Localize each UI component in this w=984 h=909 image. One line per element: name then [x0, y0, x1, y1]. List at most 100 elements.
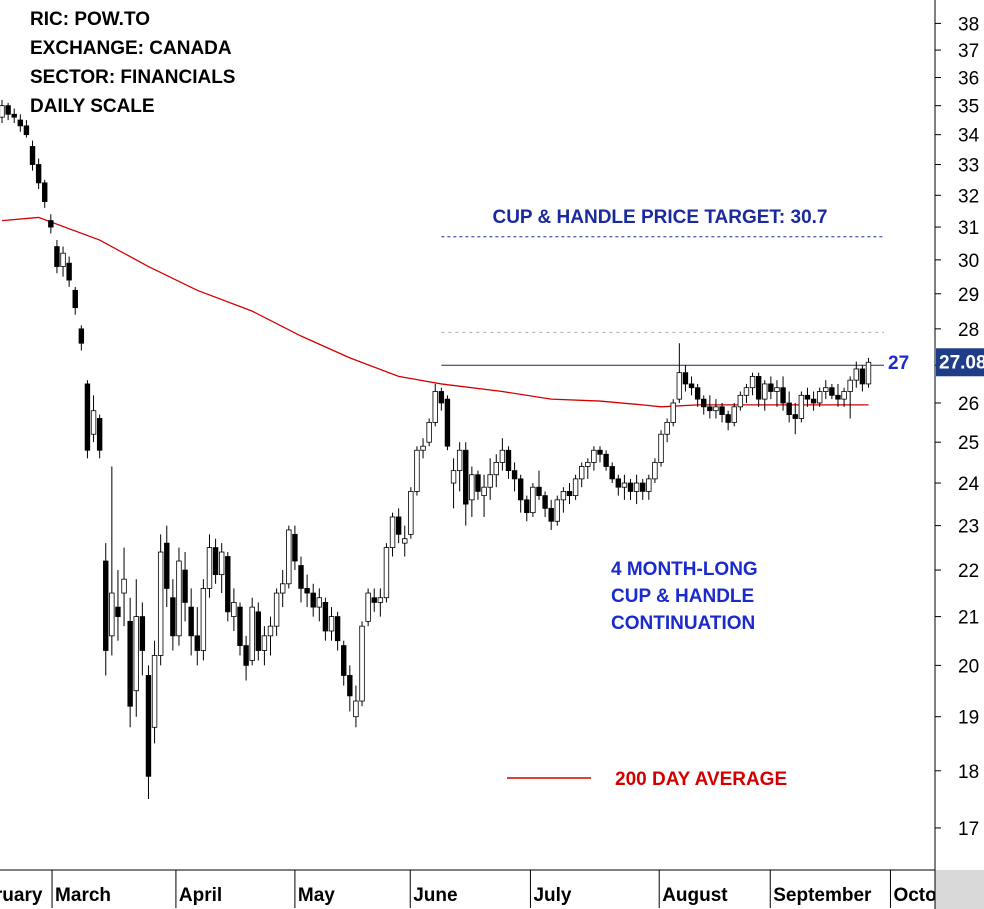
plot: February March April May June July August Septe…	[0, 99, 966, 908]
candle-body	[432, 391, 438, 423]
y-tick-label: 32	[958, 186, 979, 207]
candle-body	[353, 700, 359, 718]
annotation: 4 MONTH-LONG	[611, 559, 758, 580]
candle-body	[206, 547, 213, 589]
candle-body	[542, 495, 548, 509]
candle-body	[664, 421, 670, 435]
last-price-box	[936, 348, 984, 377]
candle-body	[554, 499, 560, 522]
corner	[935, 870, 984, 909]
candle-body	[768, 383, 774, 392]
candle-body	[743, 387, 750, 396]
candle-body	[5, 105, 11, 115]
legend-label: 200 DAY AVERAGE	[615, 769, 787, 790]
candle-body	[798, 394, 805, 419]
y-tick-label: 20	[958, 656, 979, 677]
candle-body	[487, 474, 493, 488]
candle-body	[304, 588, 310, 594]
candle-body	[456, 449, 463, 472]
x-tick-label: June	[413, 885, 457, 906]
level-label: 27	[888, 353, 909, 374]
y-tick-label: 21	[958, 608, 979, 629]
candle-body	[438, 391, 445, 404]
candle-body	[609, 466, 615, 480]
candle-body	[188, 606, 194, 637]
candle-body	[835, 394, 841, 400]
candle-body	[719, 406, 725, 415]
candle-body	[243, 645, 249, 666]
candle-body	[511, 470, 518, 480]
candle-body	[408, 491, 414, 535]
y-tick-label: 17	[958, 819, 979, 840]
candle-body	[548, 507, 554, 522]
candle-body	[402, 538, 408, 544]
y-tick-label: 33	[958, 156, 979, 177]
moving-average	[1, 216, 869, 408]
candle-body	[176, 560, 182, 637]
x-tick-label: March	[55, 885, 111, 906]
x-tick-label: August	[662, 885, 728, 906]
candle-body	[273, 592, 280, 627]
candle-body	[804, 394, 811, 400]
candle-body	[145, 675, 152, 777]
candle-body	[29, 146, 36, 165]
candle-body	[493, 462, 499, 476]
candle-body	[200, 588, 207, 651]
candle-body	[731, 406, 737, 423]
candle-body	[334, 616, 341, 642]
y-tick-label: 26	[958, 394, 979, 415]
candle-body	[292, 533, 298, 562]
candle-body	[133, 616, 139, 692]
candle-body	[225, 556, 231, 613]
y-tick-label: 36	[958, 69, 979, 90]
candle-body	[615, 478, 622, 488]
y-tick-label: 23	[958, 517, 979, 538]
candle-body	[585, 462, 591, 467]
y-tick-label: 34	[958, 126, 980, 147]
candle-body	[84, 383, 91, 451]
candle-body	[414, 449, 420, 492]
candle-body	[646, 478, 652, 492]
candle-body	[713, 406, 719, 412]
candle-body	[286, 529, 292, 585]
info-text: SECTOR: FINANCIALS	[30, 67, 235, 88]
candle-body	[341, 645, 347, 676]
candle-body	[298, 565, 304, 589]
candle-body	[725, 414, 731, 423]
candle-body	[755, 376, 762, 400]
candle-body	[841, 391, 847, 400]
candle-body	[810, 398, 817, 404]
candle-body	[23, 125, 30, 136]
target-label: CUP & HANDLE PRICE TARGET: 30.7	[492, 207, 827, 228]
candle-body	[652, 462, 658, 480]
candle-body	[164, 542, 170, 589]
last-price-label: 27.08	[939, 352, 984, 373]
candle-body	[72, 289, 78, 309]
y-tick-label: 18	[958, 762, 979, 783]
candle-body	[249, 606, 255, 661]
candle-body	[11, 113, 17, 118]
candle-body	[347, 675, 353, 697]
candle-body	[823, 387, 829, 392]
candle-body	[35, 164, 42, 184]
candle-body	[54, 246, 60, 267]
candle-body	[255, 611, 261, 651]
candle-body	[786, 402, 792, 415]
y-tick-label: 19	[958, 708, 979, 729]
y-tick-label: 37	[958, 41, 979, 62]
candle-body	[426, 421, 432, 443]
candle-body	[829, 387, 835, 396]
candle-body	[737, 394, 744, 408]
y-tick-label: 25	[958, 433, 979, 454]
candle-body	[237, 606, 243, 646]
candle-body	[42, 182, 48, 202]
candle-body	[170, 597, 176, 637]
candle-body	[792, 414, 798, 419]
candle-body	[310, 592, 316, 608]
y-tick-label: 22	[958, 561, 979, 582]
candle-body	[505, 449, 512, 472]
x-tick-label: October	[893, 885, 966, 906]
candle-body	[530, 486, 536, 514]
candle-body	[774, 387, 780, 392]
